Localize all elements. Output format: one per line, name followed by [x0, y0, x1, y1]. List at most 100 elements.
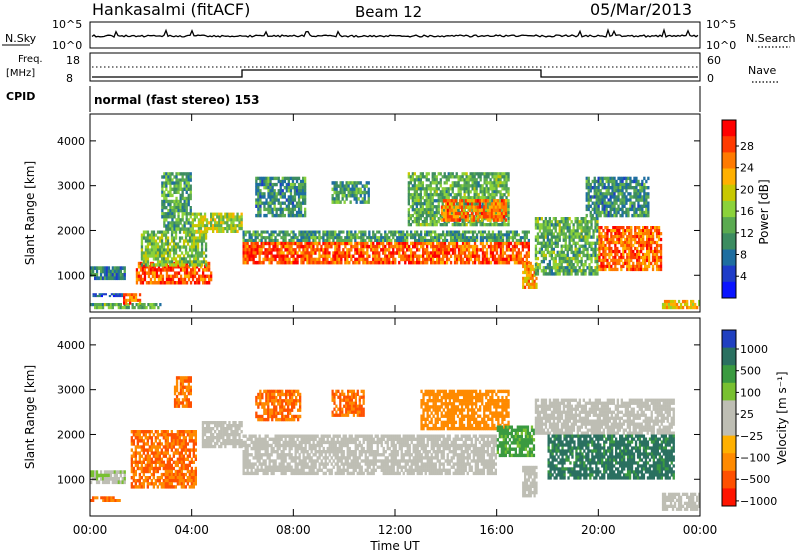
range-gate-cell	[507, 223, 510, 227]
range-gate-cell	[180, 251, 184, 255]
range-gate-cell	[359, 187, 362, 192]
range-gate-cell	[326, 233, 329, 237]
range-gate-cell	[489, 172, 492, 176]
range-gate-cell	[378, 254, 381, 258]
range-gate-cell	[534, 238, 538, 242]
range-gate-cell	[483, 257, 487, 262]
range-gate-cell	[276, 254, 279, 258]
range-gate-cell	[613, 182, 616, 187]
range-gate-cell	[370, 260, 373, 265]
range-gate-cell	[566, 272, 569, 276]
range-gate-cell	[604, 235, 607, 239]
range-gate-cell	[304, 238, 307, 242]
range-gate-cell	[472, 218, 476, 222]
range-gate-cell	[638, 258, 641, 263]
range-gate-cell	[427, 205, 430, 209]
range-gate-cell	[173, 274, 177, 279]
range-gate-cell	[134, 298, 138, 302]
range-gate-cell	[212, 215, 215, 219]
range-gate-cell	[574, 247, 577, 252]
range-gate-cell	[646, 246, 649, 251]
range-gate-cell	[154, 245, 158, 249]
range-gate-cell	[489, 223, 492, 227]
range-gate-cell	[576, 253, 579, 258]
range-gate-cell	[558, 226, 561, 230]
range-gate-cell	[152, 245, 156, 249]
range-gate-cell	[220, 229, 223, 233]
range-gate-cell	[442, 241, 445, 246]
range-gate-cell	[104, 496, 107, 500]
range-gate-cell	[493, 190, 496, 194]
range-gate-cell	[600, 261, 603, 266]
range-gate-cell	[111, 306, 114, 310]
range-gate-cell	[603, 195, 606, 199]
range-gate-cell	[630, 246, 633, 251]
range-gate-cell	[602, 267, 605, 272]
range-gate-cell	[288, 251, 291, 255]
range-gate-cell	[482, 211, 486, 216]
range-gate-cell	[256, 248, 259, 252]
range-gate-cell	[408, 254, 411, 258]
range-gate-cell	[497, 178, 500, 182]
range-gate-cell	[619, 198, 622, 202]
range-gate-cell	[400, 257, 403, 262]
range-gate-cell	[529, 264, 532, 269]
range-gate-cell	[639, 210, 642, 215]
range-gate-cell	[360, 248, 363, 252]
range-gate-cell	[633, 186, 636, 190]
range-gate-cell	[460, 199, 464, 203]
range-gate-cell	[197, 218, 201, 222]
range-gate-cell	[297, 195, 301, 199]
range-gate-cell	[118, 499, 121, 502]
range-gate-cell	[648, 232, 651, 236]
range-gate-cell	[422, 236, 425, 240]
range-gate-cell	[123, 269, 126, 274]
range-gate-cell	[463, 241, 467, 246]
range-gate-cell	[160, 242, 164, 246]
range-gate-cell	[464, 218, 468, 222]
range-gate-cell	[257, 189, 260, 193]
range-gate-cell	[165, 193, 168, 198]
range-gate-cell	[594, 253, 597, 258]
range-gate-cell	[179, 181, 182, 185]
range-gate-cell	[501, 184, 504, 188]
range-gate-cell	[550, 272, 553, 276]
range-gate-cell	[286, 248, 289, 252]
range-gate-cell	[408, 233, 411, 237]
range-gate-cell	[626, 229, 629, 233]
range-gate-cell	[444, 208, 448, 213]
range-gate-cell	[340, 251, 343, 255]
range-gate-cell	[527, 241, 530, 246]
range-gate-cell	[196, 245, 200, 249]
range-gate-cell	[515, 257, 518, 262]
range-gate-cell	[639, 207, 642, 212]
range-gate-cell	[435, 184, 438, 188]
range-gate-cell	[574, 232, 577, 236]
range-gate-cell	[467, 196, 470, 200]
range-gate-cell	[459, 238, 463, 242]
range-gate-cell	[412, 257, 415, 262]
range-gate-cell	[538, 241, 542, 245]
range-gate-cell	[645, 207, 648, 212]
range-gate-cell	[411, 175, 414, 179]
range-gate-cell	[230, 215, 233, 219]
range-gate-cell	[509, 254, 513, 258]
range-gate-cell	[348, 241, 351, 246]
range-gate-cell	[175, 206, 178, 210]
range-gate-cell	[591, 195, 594, 199]
range-gate-cell	[177, 209, 180, 213]
range-gate-cell	[90, 480, 93, 485]
range-gate-cell	[304, 186, 307, 190]
range-gate-cell	[242, 257, 245, 262]
range-gate-cell	[304, 251, 307, 255]
range-gate-cell	[332, 241, 335, 246]
range-gate-cell	[626, 237, 629, 242]
range-gate-cell	[103, 477, 107, 481]
range-gate-cell	[631, 195, 634, 199]
range-gate-cell	[254, 236, 257, 240]
range-gate-cell	[291, 186, 295, 190]
range-gate-cell	[284, 230, 287, 234]
range-gate-cell	[580, 269, 583, 273]
range-gate-cell	[302, 182, 305, 187]
range-gate-cell	[568, 263, 571, 267]
